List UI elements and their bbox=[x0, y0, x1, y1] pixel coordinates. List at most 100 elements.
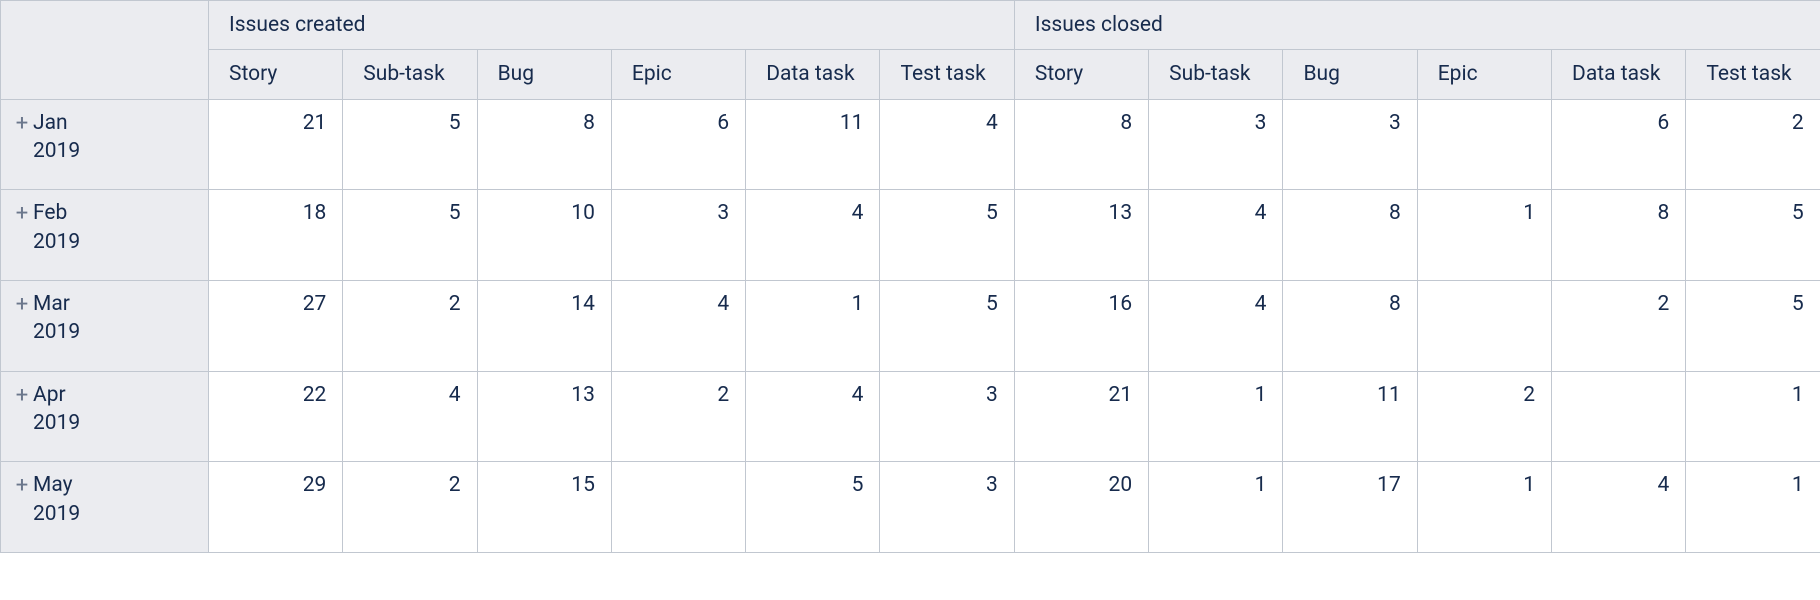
cell: 3 bbox=[1149, 99, 1283, 190]
cell: 2 bbox=[1417, 371, 1551, 462]
cell: 1 bbox=[1149, 371, 1283, 462]
table-row: +Apr 2019 22 4 13 2 4 3 21 1 11 2 1 bbox=[1, 371, 1820, 462]
cell: 3 bbox=[880, 371, 1014, 462]
cell bbox=[1552, 371, 1686, 462]
col-header: Bug bbox=[1283, 50, 1417, 99]
cell: 4 bbox=[343, 371, 477, 462]
col-header: Story bbox=[209, 50, 343, 99]
cell bbox=[1417, 99, 1551, 190]
cell bbox=[611, 462, 745, 553]
cell: 10 bbox=[477, 190, 611, 281]
table-corner bbox=[1, 1, 209, 100]
cell: 2 bbox=[343, 462, 477, 553]
cell: 4 bbox=[1552, 462, 1686, 553]
cell: 4 bbox=[1149, 190, 1283, 281]
row-label-sub: 2019 bbox=[33, 500, 196, 528]
cell: 5 bbox=[343, 190, 477, 281]
cell: 3 bbox=[1283, 99, 1417, 190]
row-header[interactable]: +Mar 2019 bbox=[1, 281, 209, 372]
col-header: Sub-task bbox=[1149, 50, 1283, 99]
col-header: Epic bbox=[1417, 50, 1551, 99]
cell: 3 bbox=[880, 462, 1014, 553]
cell: 2 bbox=[1686, 99, 1820, 190]
cell: 5 bbox=[1686, 190, 1820, 281]
row-label-main: Mar bbox=[33, 292, 70, 316]
cell: 8 bbox=[1283, 281, 1417, 372]
cell: 2 bbox=[611, 371, 745, 462]
cell: 3 bbox=[611, 190, 745, 281]
group-header-created: Issues created bbox=[209, 1, 1015, 50]
cell: 21 bbox=[209, 99, 343, 190]
expand-icon[interactable]: + bbox=[13, 475, 31, 497]
group-header-closed: Issues closed bbox=[1014, 1, 1820, 50]
cell: 1 bbox=[1417, 190, 1551, 281]
cell: 11 bbox=[746, 99, 880, 190]
cell: 1 bbox=[746, 281, 880, 372]
row-header[interactable]: +Feb 2019 bbox=[1, 190, 209, 281]
cell: 4 bbox=[1149, 281, 1283, 372]
cell: 6 bbox=[611, 99, 745, 190]
row-header[interactable]: +Apr 2019 bbox=[1, 371, 209, 462]
row-header[interactable]: +May 2019 bbox=[1, 462, 209, 553]
cell: 5 bbox=[343, 99, 477, 190]
cell: 1 bbox=[1149, 462, 1283, 553]
cell: 15 bbox=[477, 462, 611, 553]
cell: 11 bbox=[1283, 371, 1417, 462]
col-header: Epic bbox=[611, 50, 745, 99]
col-header: Test task bbox=[1686, 50, 1820, 99]
cell: 4 bbox=[880, 99, 1014, 190]
row-label-main: May bbox=[33, 473, 73, 497]
row-header[interactable]: +Jan 2019 bbox=[1, 99, 209, 190]
cell: 1 bbox=[1686, 462, 1820, 553]
table-row: +Jan 2019 21 5 8 6 11 4 8 3 3 6 2 bbox=[1, 99, 1820, 190]
col-header: Data task bbox=[746, 50, 880, 99]
cell: 8 bbox=[1014, 99, 1148, 190]
row-label-main: Feb bbox=[33, 201, 67, 225]
cell: 21 bbox=[1014, 371, 1148, 462]
cell: 8 bbox=[1283, 190, 1417, 281]
cell: 5 bbox=[880, 190, 1014, 281]
col-header: Bug bbox=[477, 50, 611, 99]
cell bbox=[1417, 281, 1551, 372]
row-label-sub: 2019 bbox=[33, 228, 196, 256]
expand-icon[interactable]: + bbox=[13, 385, 31, 407]
row-label-sub: 2019 bbox=[33, 318, 196, 346]
cell: 18 bbox=[209, 190, 343, 281]
row-label-main: Apr bbox=[33, 383, 66, 407]
cell: 8 bbox=[477, 99, 611, 190]
cell: 5 bbox=[880, 281, 1014, 372]
cell: 4 bbox=[746, 371, 880, 462]
expand-icon[interactable]: + bbox=[13, 113, 31, 135]
cell: 5 bbox=[746, 462, 880, 553]
cell: 2 bbox=[343, 281, 477, 372]
col-header: Story bbox=[1014, 50, 1148, 99]
cell: 4 bbox=[611, 281, 745, 372]
row-label-sub: 2019 bbox=[33, 137, 196, 165]
row-label-sub: 2019 bbox=[33, 409, 196, 437]
cell: 1 bbox=[1417, 462, 1551, 553]
cell: 5 bbox=[1686, 281, 1820, 372]
cell: 22 bbox=[209, 371, 343, 462]
row-label-main: Jan bbox=[33, 111, 68, 135]
cell: 27 bbox=[209, 281, 343, 372]
table-row: +Mar 2019 27 2 14 4 1 5 16 4 8 2 5 bbox=[1, 281, 1820, 372]
col-header: Test task bbox=[880, 50, 1014, 99]
cell: 4 bbox=[746, 190, 880, 281]
table-row: +Feb 2019 18 5 10 3 4 5 13 4 8 1 8 5 bbox=[1, 190, 1820, 281]
cell: 2 bbox=[1552, 281, 1686, 372]
expand-icon[interactable]: + bbox=[13, 294, 31, 316]
cell: 8 bbox=[1552, 190, 1686, 281]
issues-pivot-table: Issues created Issues closed Story Sub-t… bbox=[0, 0, 1820, 553]
cell: 20 bbox=[1014, 462, 1148, 553]
cell: 17 bbox=[1283, 462, 1417, 553]
cell: 14 bbox=[477, 281, 611, 372]
expand-icon[interactable]: + bbox=[13, 203, 31, 225]
cell: 1 bbox=[1686, 371, 1820, 462]
table-row: +May 2019 29 2 15 5 3 20 1 17 1 4 1 bbox=[1, 462, 1820, 553]
cell: 16 bbox=[1014, 281, 1148, 372]
col-header: Data task bbox=[1552, 50, 1686, 99]
cell: 6 bbox=[1552, 99, 1686, 190]
cell: 13 bbox=[1014, 190, 1148, 281]
cell: 29 bbox=[209, 462, 343, 553]
cell: 13 bbox=[477, 371, 611, 462]
